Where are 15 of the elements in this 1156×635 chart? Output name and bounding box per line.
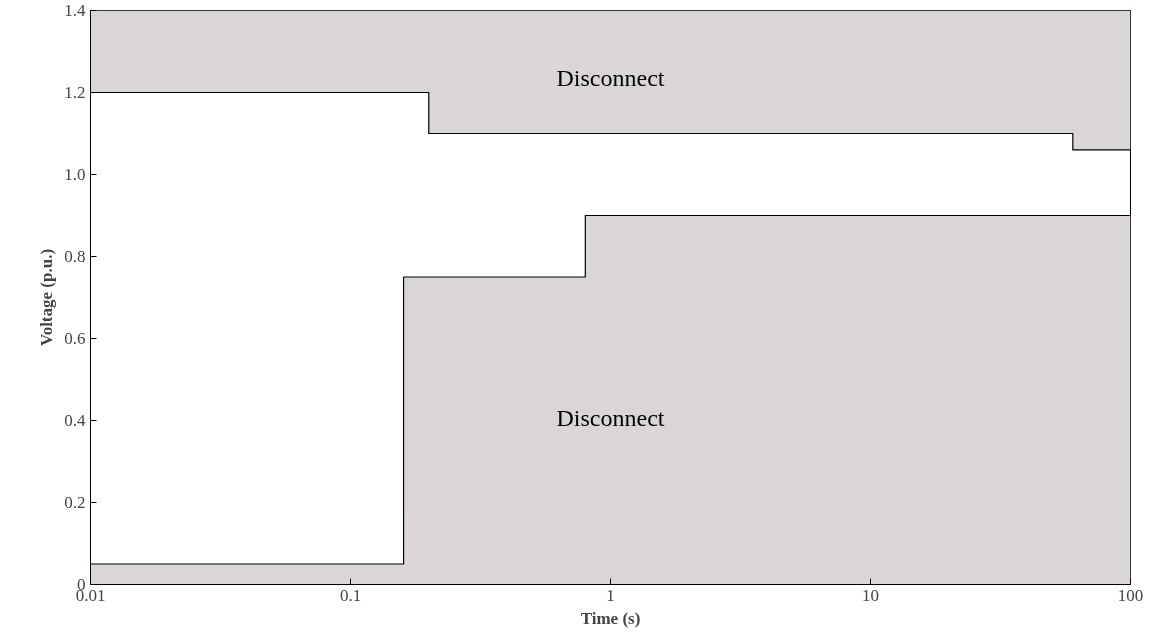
y-tick-label: 0.8 bbox=[64, 247, 86, 266]
x-tick-label: 1 bbox=[606, 585, 615, 605]
y-tick-label: 0.4 bbox=[64, 411, 86, 430]
y-tick-label: 1.2 bbox=[64, 83, 86, 102]
y-tick-label: 1.0 bbox=[64, 165, 86, 184]
annotation: Disconnect bbox=[556, 405, 665, 432]
y-tick-label: 0.6 bbox=[64, 329, 86, 348]
y-tick-label: 0.2 bbox=[64, 493, 86, 512]
y-tick-label: 1.4 bbox=[64, 1, 86, 20]
x-tick-label: 0.1 bbox=[339, 585, 362, 605]
annotation: Disconnect bbox=[556, 65, 665, 92]
x-tick-label: 10 bbox=[862, 585, 879, 605]
x-axis-title: Time (s) bbox=[580, 608, 641, 628]
x-tick-label: 100 bbox=[1117, 585, 1144, 605]
y-axis-title: Voltage (p.u.) bbox=[37, 248, 57, 347]
